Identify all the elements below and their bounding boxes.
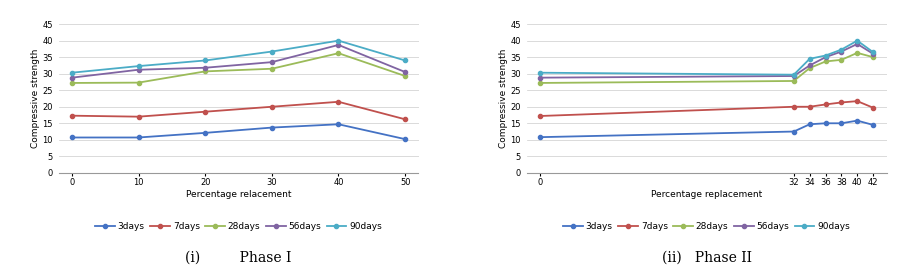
28days: [836, 58, 847, 61]
90days: [788, 73, 799, 76]
Text: (i)         Phase I: (i) Phase I: [185, 250, 292, 264]
56days: [820, 55, 831, 59]
90days: [868, 51, 878, 54]
7days: [333, 100, 344, 103]
90days: [805, 57, 815, 61]
7days: [868, 106, 878, 109]
28days: [868, 55, 878, 59]
Line: 56days: 56days: [70, 43, 407, 80]
7days: [133, 115, 144, 118]
28days: [67, 81, 77, 85]
3days: [200, 131, 211, 135]
3days: [805, 123, 815, 126]
3days: [836, 122, 847, 125]
90days: [852, 39, 863, 42]
Line: 28days: 28days: [538, 51, 876, 85]
90days: [333, 39, 344, 42]
28days: [852, 51, 863, 54]
28days: [333, 52, 344, 55]
56days: [133, 68, 144, 71]
28days: [535, 81, 545, 85]
56days: [400, 70, 410, 74]
Line: 7days: 7days: [70, 100, 407, 121]
56days: [788, 75, 799, 78]
3days: [333, 123, 344, 126]
7days: [820, 103, 831, 106]
90days: [266, 50, 277, 53]
90days: [67, 71, 77, 74]
28days: [820, 60, 831, 63]
3days: [788, 130, 799, 133]
28days: [200, 70, 211, 73]
3days: [852, 119, 863, 122]
Line: 7days: 7days: [538, 99, 876, 118]
56days: [200, 66, 211, 69]
Text: (ii)   Phase II: (ii) Phase II: [662, 250, 752, 264]
56days: [805, 64, 815, 67]
Y-axis label: Compressive strength: Compressive strength: [499, 49, 508, 148]
7days: [535, 114, 545, 118]
Line: 3days: 3days: [538, 118, 876, 139]
28days: [133, 81, 144, 84]
7days: [852, 99, 863, 103]
28days: [788, 79, 799, 83]
Line: 56days: 56days: [538, 42, 876, 80]
7days: [836, 101, 847, 104]
56days: [868, 52, 878, 55]
90days: [200, 59, 211, 62]
28days: [400, 75, 410, 78]
3days: [868, 123, 878, 126]
Line: 90days: 90days: [70, 39, 407, 75]
3days: [400, 137, 410, 141]
3days: [67, 136, 77, 139]
7days: [67, 114, 77, 117]
56days: [67, 76, 77, 79]
7days: [805, 105, 815, 108]
7days: [400, 118, 410, 121]
3days: [535, 136, 545, 139]
90days: [535, 71, 545, 74]
90days: [133, 65, 144, 68]
3days: [820, 122, 831, 125]
Line: 28days: 28days: [70, 51, 407, 85]
90days: [400, 59, 410, 62]
Y-axis label: Compressive strength: Compressive strength: [31, 49, 40, 148]
Legend: 3days, 7days, 28days, 56days, 90days: 3days, 7days, 28days, 56days, 90days: [563, 222, 850, 231]
X-axis label: Percentage relacement: Percentage relacement: [185, 190, 292, 199]
Line: 90days: 90days: [538, 39, 876, 77]
X-axis label: Percentage replacement: Percentage replacement: [651, 190, 762, 199]
Legend: 3days, 7days, 28days, 56days, 90days: 3days, 7days, 28days, 56days, 90days: [95, 222, 382, 231]
Line: 3days: 3days: [70, 122, 407, 141]
56days: [852, 42, 863, 46]
7days: [788, 105, 799, 108]
56days: [535, 76, 545, 79]
28days: [805, 66, 815, 70]
56days: [333, 43, 344, 47]
7days: [266, 105, 277, 108]
3days: [266, 126, 277, 129]
56days: [266, 61, 277, 64]
3days: [133, 136, 144, 139]
90days: [820, 54, 831, 57]
56days: [836, 50, 847, 53]
28days: [266, 67, 277, 70]
90days: [836, 48, 847, 51]
7days: [200, 110, 211, 113]
